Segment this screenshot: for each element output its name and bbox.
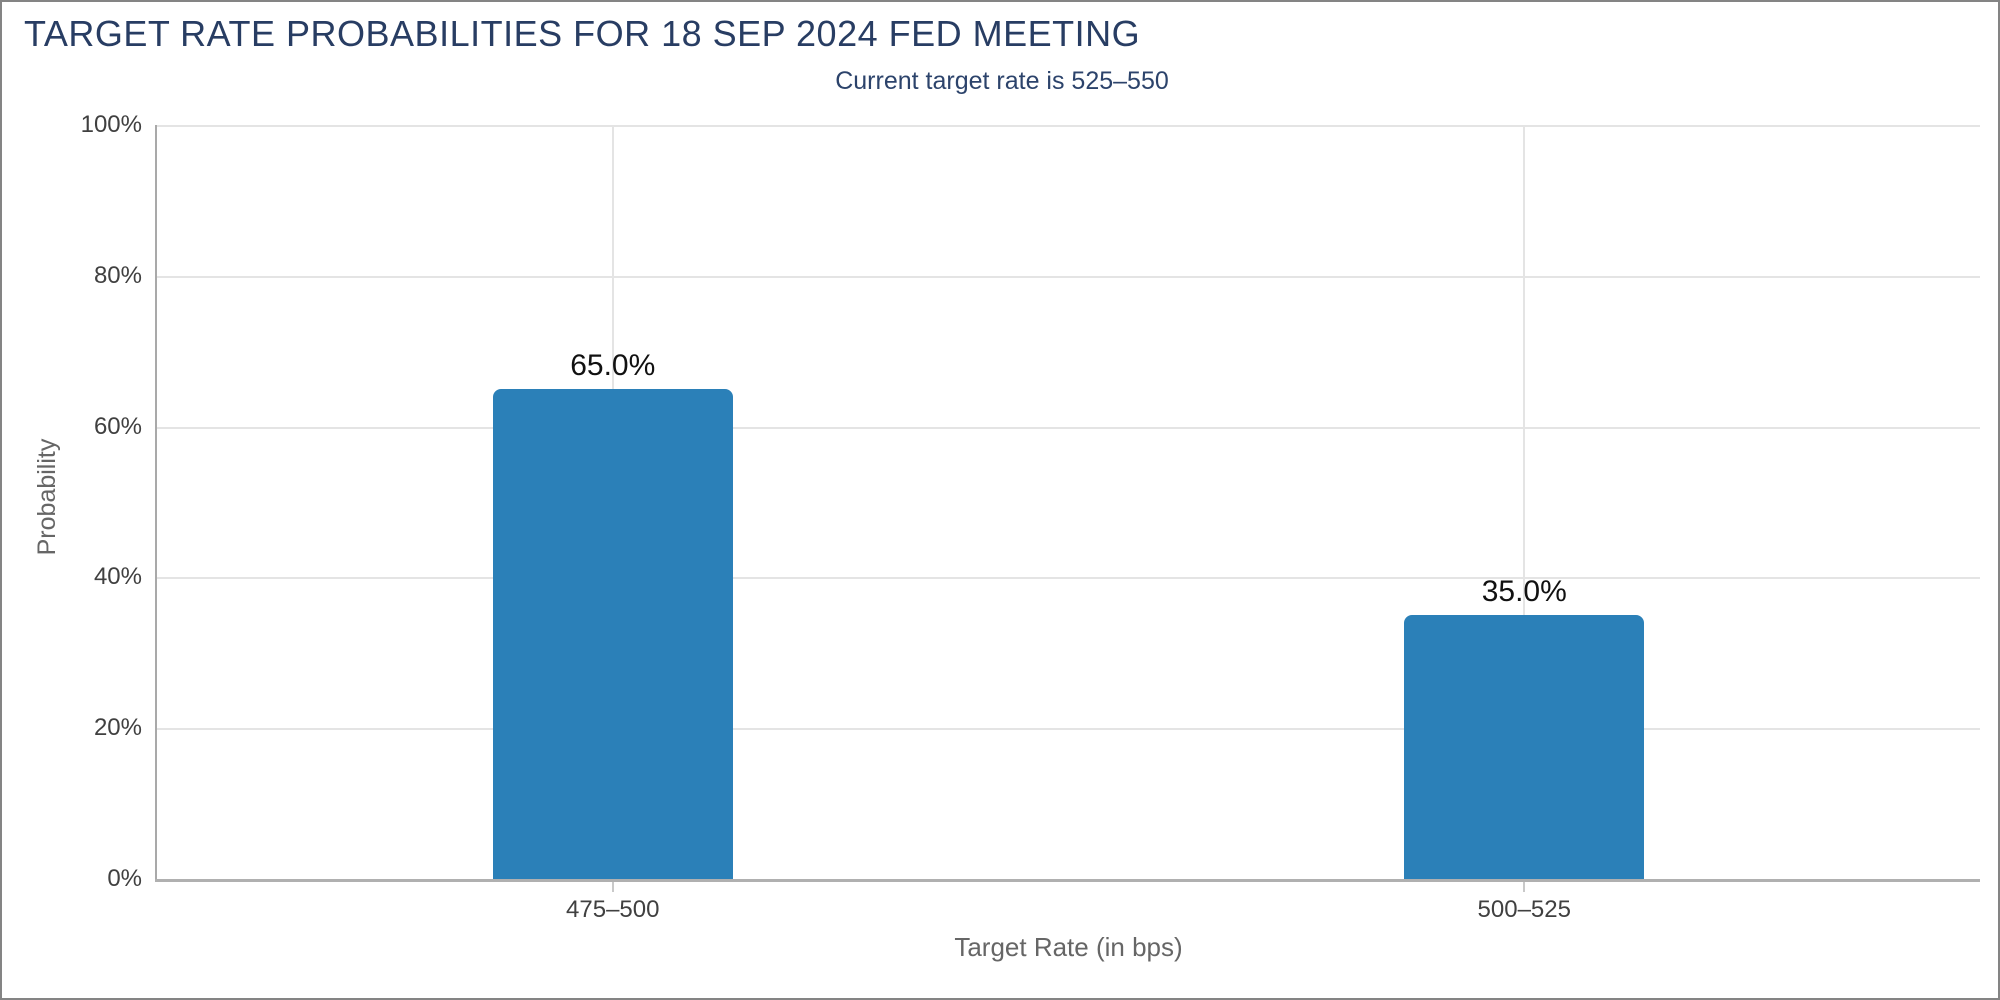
- gridline-horizontal: [157, 125, 1980, 127]
- x-axis-title: Target Rate (in bps): [954, 932, 1183, 962]
- gridline-horizontal: [157, 426, 1980, 429]
- x-category-label: 475–500: [566, 896, 660, 923]
- plot-area: 65.0% 35.0%: [155, 125, 1980, 892]
- bar-475-500[interactable]: [492, 388, 733, 879]
- y-tick-label: 100%: [80, 111, 142, 138]
- y-tick-label: 0%: [107, 865, 142, 892]
- y-tick-label: 40%: [93, 563, 142, 591]
- gridline-horizontal: [157, 728, 1980, 731]
- bar-group-500-525: 35.0%: [1404, 125, 1645, 879]
- gridline-vertical: [1523, 125, 1526, 879]
- bar-value-label: 35.0%: [1481, 575, 1567, 609]
- y-tick-label: 80%: [93, 261, 142, 289]
- x-tick-mark: [611, 882, 614, 892]
- x-category-label: 500–525: [1477, 896, 1571, 923]
- bar-500-525[interactable]: [1404, 615, 1645, 879]
- x-axis-line: [155, 879, 1980, 882]
- gridline-horizontal: [157, 577, 1980, 580]
- chart-title: TARGET RATE PROBABILITIES FOR 18 SEP 202…: [24, 13, 1141, 54]
- x-tick-mark: [1523, 882, 1526, 892]
- y-axis-title: Probability: [33, 438, 61, 556]
- y-axis-line: [155, 125, 157, 879]
- bar-group-475-500: 65.0%: [492, 125, 733, 879]
- bar-value-label: 65.0%: [570, 348, 656, 382]
- y-tick-label: 60%: [93, 412, 142, 440]
- y-tick-label: 20%: [93, 714, 142, 742]
- gridline-horizontal: [157, 275, 1980, 278]
- chart-subtitle: Current target rate is 525–550: [835, 67, 1169, 95]
